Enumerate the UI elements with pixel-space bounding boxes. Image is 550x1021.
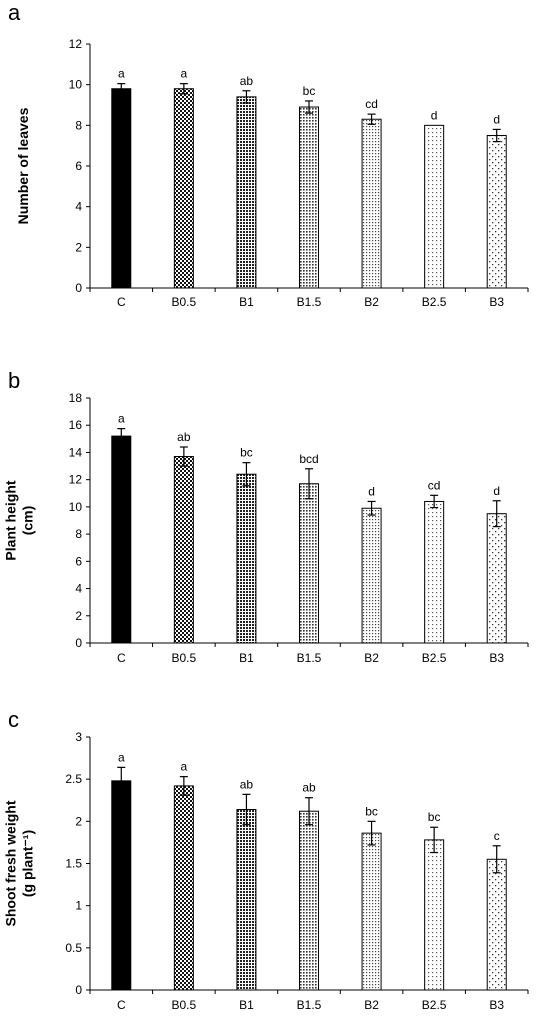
bar-C [111, 88, 132, 289]
y-tick-label: 10 [69, 500, 83, 514]
panel-a: a 0 2 4 6 8 10 12 Number of leaves a Ca B0.5 ab B1 bc B… [8, 0, 529, 309]
significance-letter: a [118, 412, 125, 426]
significance-letter: bc [303, 84, 316, 98]
bar-B0.5 [173, 785, 194, 991]
significance-letter: ab [240, 777, 254, 791]
significance-letter: d [431, 108, 438, 122]
significance-letter: bcd [299, 452, 318, 466]
significance-letter: a [118, 67, 125, 81]
x-tick-label: B2.5 [422, 295, 447, 309]
x-tick-label: B1.5 [297, 295, 322, 309]
significance-letter: bc [240, 446, 253, 460]
panel-letter: a [8, 0, 21, 25]
significance-letter: cd [428, 478, 441, 492]
bar-B2 [361, 507, 382, 644]
x-tick-label: B2.5 [422, 651, 447, 665]
x-tick-label: B0.5 [172, 651, 197, 665]
bar-B1 [236, 473, 257, 644]
x-tick-label: B0.5 [172, 998, 197, 1012]
bar-B2.5 [424, 124, 445, 289]
bar-B1.5 [299, 810, 319, 991]
y-tick-label: 2.5 [65, 772, 82, 786]
y-tick-label: 12 [69, 37, 83, 51]
significance-letter: a [181, 67, 188, 81]
y-tick-label: 0 [75, 983, 82, 997]
significance-letter: a [181, 760, 188, 774]
bar-B1 [236, 809, 257, 991]
panel-letter: c [8, 707, 19, 732]
y-tick-label: 14 [69, 445, 83, 459]
bar-B0.5 [173, 88, 194, 289]
y-tick-label: 8 [75, 527, 82, 541]
bar-B2 [361, 118, 382, 289]
y-tick-label: 3 [75, 730, 82, 744]
x-tick-label: B0.5 [172, 295, 197, 309]
x-tick-label: B1 [239, 295, 254, 309]
y-tick-label: 6 [75, 159, 82, 173]
x-tick-label: C [117, 998, 126, 1012]
significance-letter: d [493, 112, 500, 126]
y-tick-label: 10 [69, 78, 83, 92]
bar-B3 [486, 135, 507, 289]
y-tick-label: 18 [69, 391, 83, 405]
panel-letter: b [8, 368, 20, 393]
x-tick-label: B1.5 [297, 998, 322, 1012]
y-tick-label: 16 [69, 418, 83, 432]
bar-B2.5 [424, 500, 445, 644]
significance-letter: bc [428, 810, 441, 824]
bar-B1.5 [299, 106, 319, 289]
significance-letter: ab [302, 781, 316, 795]
x-tick-label: B2 [364, 651, 379, 665]
y-tick-label: 1 [75, 899, 82, 913]
x-tick-label: B3 [489, 998, 504, 1012]
x-tick-label: B2.5 [422, 998, 447, 1012]
y-tick-label: 0.5 [65, 941, 82, 955]
bar-B0.5 [173, 456, 194, 644]
y-axis-label: Number of leaves [15, 107, 31, 224]
x-tick-label: B2 [364, 295, 379, 309]
y-tick-label: 0 [75, 281, 82, 295]
bar-B1 [236, 96, 257, 289]
y-tick-label: 2 [75, 240, 82, 254]
y-tick-label: 4 [75, 582, 82, 596]
x-tick-label: C [117, 651, 126, 665]
bar-B2 [361, 832, 382, 991]
x-tick-label: B2 [364, 998, 379, 1012]
significance-letter: ab [240, 74, 254, 88]
y-tick-label: 12 [69, 473, 83, 487]
significance-letter: c [494, 829, 500, 843]
y-tick-label: 1.5 [65, 857, 82, 871]
y-axis-label: (g plant⁻¹) [20, 830, 36, 897]
y-tick-label: 6 [75, 554, 82, 568]
x-tick-label: B3 [489, 295, 504, 309]
bar-C [111, 435, 132, 644]
y-tick-label: 0 [75, 636, 82, 650]
y-tick-label: 4 [75, 200, 82, 214]
significance-letter: ab [177, 430, 191, 444]
bar-B3 [486, 513, 507, 644]
bar-B3 [486, 858, 507, 991]
x-tick-label: B3 [489, 651, 504, 665]
bar-C [111, 780, 132, 991]
significance-letter: a [118, 750, 125, 764]
y-tick-label: 8 [75, 118, 82, 132]
y-axis-label: Shoot fresh weight [3, 800, 19, 926]
x-tick-label: B1 [239, 651, 254, 665]
significance-letter: d [493, 484, 500, 498]
y-tick-label: 2 [75, 814, 82, 828]
panel-c: c 0 0.5 1 1.5 2 2.5 3 Shoot fresh weight (g plant… [3, 707, 529, 1012]
y-axis-label: (cm) [20, 506, 36, 536]
bar-B2.5 [424, 839, 445, 991]
panel-b: b 0 2 4 6 8 10 12 14 16 18 Plant height (cm) a Cab B0.5… [3, 368, 529, 665]
significance-letter: d [368, 484, 375, 498]
x-tick-label: B1 [239, 998, 254, 1012]
x-tick-label: B1.5 [297, 651, 322, 665]
y-axis-label: Plant height [3, 480, 19, 560]
y-tick-label: 2 [75, 609, 82, 623]
significance-letter: cd [365, 97, 378, 111]
x-tick-label: C [117, 295, 126, 309]
significance-letter: bc [365, 804, 378, 818]
bar-B1.5 [299, 483, 319, 644]
